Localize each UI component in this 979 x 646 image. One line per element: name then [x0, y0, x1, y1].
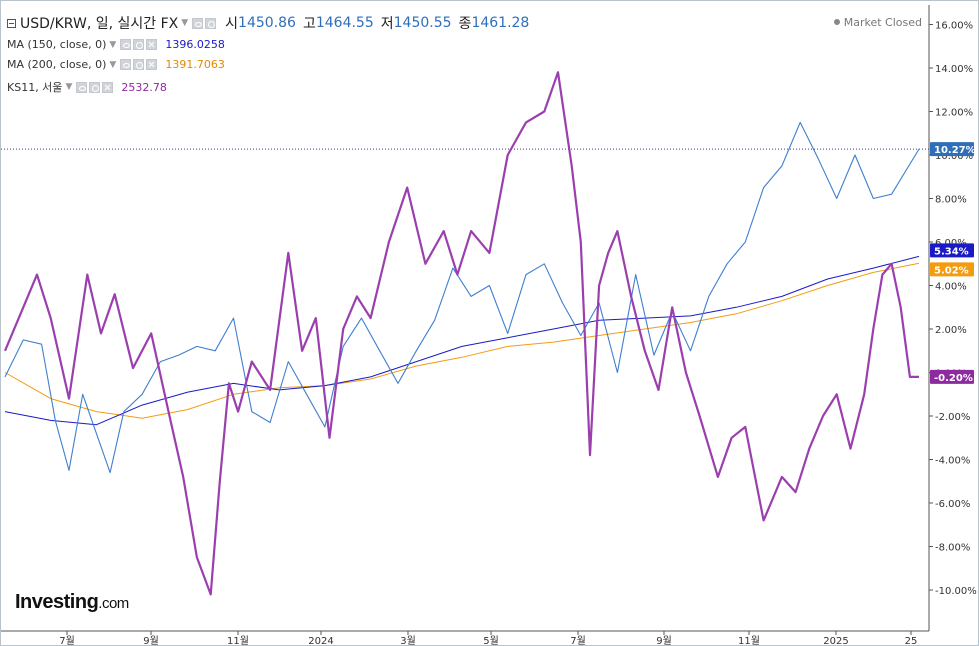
- brand-name: Investing: [15, 591, 99, 613]
- x-tick-label: 11월: [738, 635, 760, 646]
- end-tag-label: 5.02%: [934, 265, 969, 276]
- indicator-value: 2532.78: [121, 80, 167, 94]
- chevron-down-icon[interactable]: ▼: [109, 39, 117, 50]
- y-tick-label: 8.00%: [935, 195, 967, 206]
- close-label: 종: [458, 16, 472, 32]
- close-icon[interactable]: [146, 59, 158, 70]
- chevron-down-icon[interactable]: ▼: [65, 82, 73, 92]
- x-tick-label: 3월: [400, 635, 416, 646]
- indicator-value: 1391.7063: [165, 58, 225, 71]
- eye-icon[interactable]: [192, 17, 204, 29]
- x-tick-label: 11월: [227, 635, 249, 646]
- end-tag-bg: [930, 369, 974, 384]
- end-tag-label: 5.34%: [934, 246, 969, 257]
- end-tag-bg: [930, 142, 974, 157]
- indicator-label: KS11, 서울: [7, 81, 63, 94]
- chevron-down-icon[interactable]: ▼: [109, 59, 117, 70]
- low-label: 저: [380, 16, 394, 32]
- y-tick-label: 4.00%: [935, 282, 967, 293]
- collapse-icon[interactable]: [7, 18, 16, 28]
- high-label: 고: [302, 16, 316, 32]
- y-tick-label: 16.00%: [935, 21, 973, 32]
- x-tick-label: 9월: [656, 635, 672, 646]
- close-icon[interactable]: [102, 81, 114, 93]
- high-value: 1464.55: [315, 15, 374, 31]
- series-line-ks11: [3, 71, 919, 596]
- x-tick-label: 9월: [143, 635, 159, 646]
- end-tag-bg: [930, 262, 974, 277]
- indicator-label: MA (200, close, 0): [7, 58, 107, 71]
- series-line-ma-150: [4, 255, 920, 426]
- end-value-tags: 10.27% 5.34% 5.02% -0.20%: [930, 142, 976, 384]
- y-tick-label: 14.00%: [935, 64, 973, 75]
- low-value: 1450.55: [393, 15, 452, 31]
- brand-logo: Investing.com: [15, 591, 129, 614]
- status-dot-icon: [833, 19, 840, 25]
- indicator-value: 1396.0258: [165, 38, 225, 51]
- y-tick-label: -2.00%: [935, 412, 970, 423]
- y-tick-label: -6.00%: [935, 499, 970, 510]
- open-label: 시: [225, 16, 239, 32]
- indicator-row-ks11: KS11, 서울 ▼ 2532.78: [7, 79, 167, 95]
- x-tick-label: 7월: [59, 635, 75, 646]
- chevron-down-icon[interactable]: ▼: [181, 18, 189, 28]
- symbol-title: USD/KRW, 일, 실시간 FX: [20, 16, 179, 32]
- eye-icon[interactable]: [120, 39, 132, 50]
- close-value: 1461.28: [471, 15, 530, 31]
- gear-icon[interactable]: [205, 17, 217, 29]
- indicator-row-ma200: MA (200, close, 0) ▼ 1391.7063: [7, 58, 225, 71]
- brand-suffix: .com: [98, 595, 129, 612]
- series-lines: [3, 71, 920, 596]
- y-tick-label: 12.00%: [935, 108, 973, 119]
- gear-icon[interactable]: [89, 81, 101, 93]
- y-tick-label: -4.00%: [935, 456, 970, 467]
- y-tick-label: 2.00%: [935, 325, 967, 336]
- indicator-row-ma150: MA (150, close, 0) ▼ 1396.0258: [7, 38, 225, 51]
- series-line-usd-krw: [4, 121, 920, 474]
- open-value: 1450.86: [238, 15, 296, 31]
- market-status: Market Closed: [833, 16, 922, 29]
- y-tick-label: -8.00%: [935, 543, 970, 554]
- indicator-label: MA (150, close, 0): [7, 38, 107, 51]
- y-tick-label: -10.00%: [935, 586, 977, 597]
- main-series-header: USD/KRW, 일, 실시간 FX ▼ 시 1450.86 고 1464.55 저…: [7, 13, 529, 33]
- y-tick-label: 10.00%: [935, 151, 973, 162]
- gear-icon[interactable]: [133, 39, 145, 50]
- eye-icon[interactable]: [120, 59, 132, 70]
- end-tag-label: -0.20%: [934, 373, 973, 384]
- end-tag-bg: [930, 243, 974, 258]
- gear-icon[interactable]: [133, 59, 145, 70]
- eye-icon[interactable]: [76, 81, 88, 93]
- x-tick-label: 7월: [570, 635, 586, 646]
- x-tick-label: 2024: [308, 636, 333, 646]
- axes: 16.00%14.00%12.00%10.00%8.00%6.00%4.00%2…: [1, 5, 977, 646]
- x-tick-label: 25: [905, 636, 918, 646]
- x-tick-label: 5월: [483, 635, 499, 646]
- x-tick-label: 2025: [823, 636, 848, 646]
- market-status-text: Market Closed: [843, 16, 922, 29]
- end-tag-label: 10.27%: [934, 145, 976, 156]
- series-line-ma-200: [4, 262, 920, 419]
- close-icon[interactable]: [146, 39, 158, 50]
